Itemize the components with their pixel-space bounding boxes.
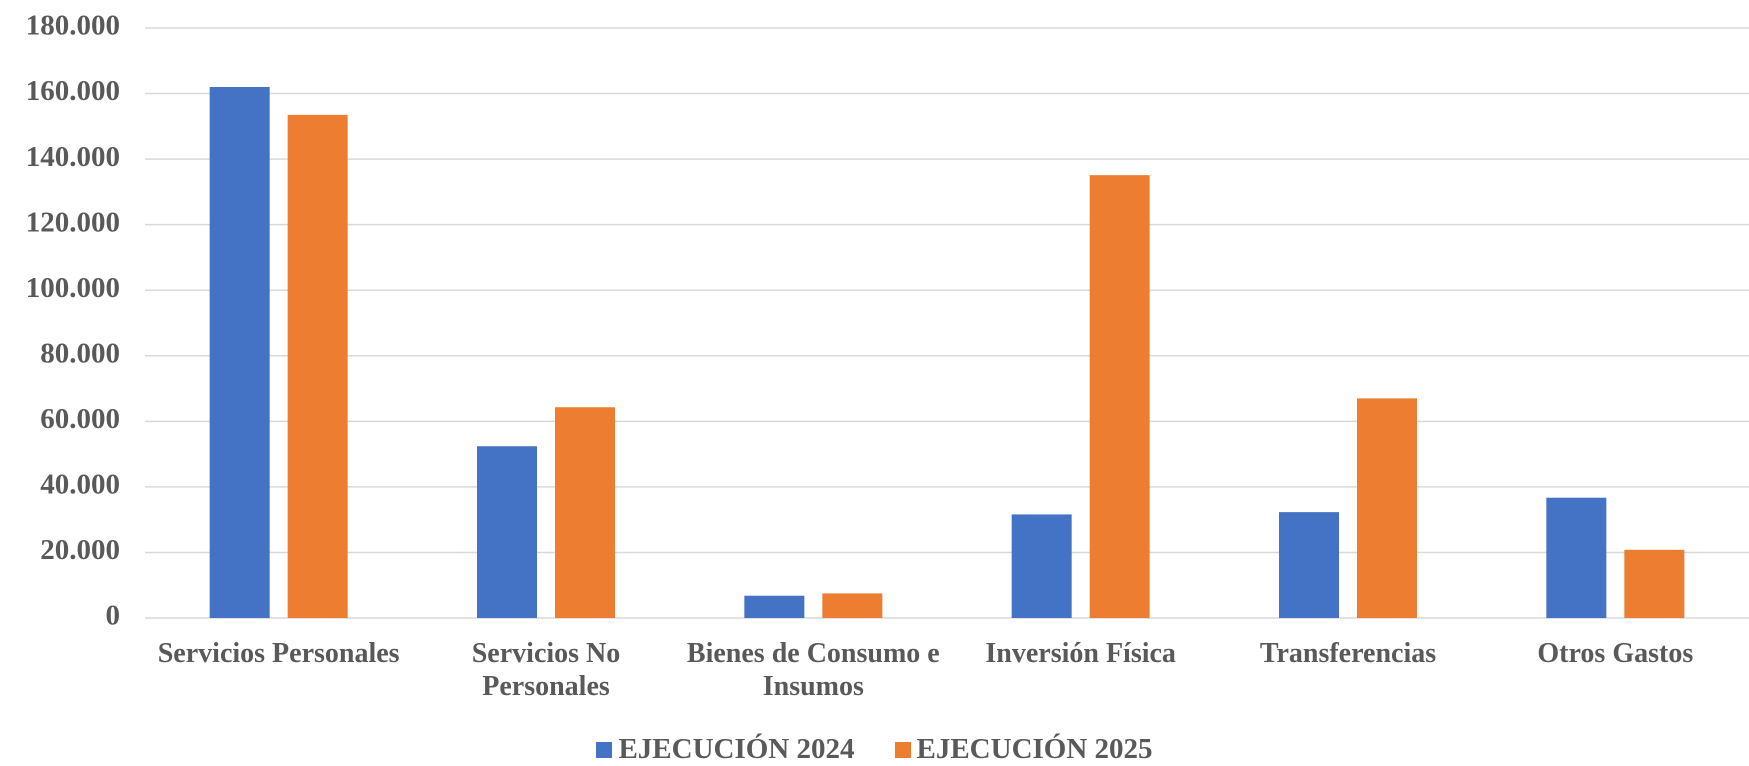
y-tick-label: 140.000 — [26, 141, 120, 173]
x-tick-label: Inversión Física — [985, 638, 1176, 669]
bar — [287, 114, 348, 618]
bar — [1089, 175, 1150, 618]
legend-label: EJECUCIÓN 2025 — [916, 733, 1153, 765]
y-tick-label: 0 — [106, 600, 121, 632]
y-tick-label: 80.000 — [40, 337, 120, 369]
y-tick-label: 40.000 — [40, 469, 120, 501]
bar — [1279, 512, 1339, 618]
bar — [1357, 398, 1417, 618]
x-tick-label: Otros Gastos — [1537, 638, 1694, 669]
legend-swatch — [596, 741, 613, 758]
x-tick-label: Servicios Personales — [157, 638, 400, 669]
bar — [1624, 549, 1685, 618]
bar — [744, 595, 805, 618]
y-tick-label: 180.000 — [26, 10, 120, 42]
x-tick-label: Transferencias — [1259, 638, 1437, 669]
legend-swatch — [894, 741, 911, 758]
bar — [1011, 514, 1072, 618]
y-tick-label: 120.000 — [26, 206, 120, 238]
legend: EJECUCIÓN 2024 EJECUCIÓN 2025 — [0, 733, 1749, 766]
legend-item: EJECUCIÓN 2025 — [894, 733, 1153, 766]
legend-label: EJECUCIÓN 2024 — [618, 733, 855, 765]
y-tick-label: 20.000 — [40, 534, 120, 566]
legend-item: EJECUCIÓN 2024 — [596, 733, 855, 766]
bar — [209, 87, 270, 618]
bar — [822, 593, 883, 618]
x-tick-label: Bienes de Consumo e Insumos — [686, 638, 940, 702]
y-tick-label: 160.000 — [26, 75, 120, 107]
y-tick-label: 60.000 — [40, 403, 120, 435]
bar — [477, 446, 537, 618]
y-tick-label: 100.000 — [26, 272, 120, 304]
x-tick-label: Servicios No Personales — [471, 638, 621, 702]
bar — [555, 407, 615, 618]
bar — [1546, 497, 1607, 618]
